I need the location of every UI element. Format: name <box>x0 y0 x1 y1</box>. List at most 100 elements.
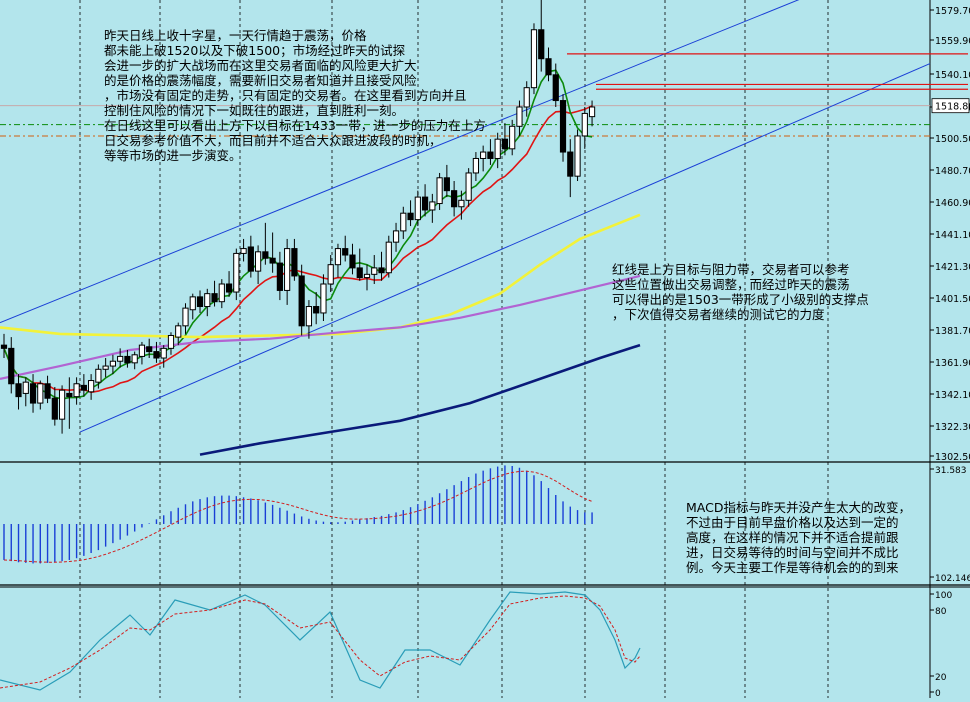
candle-up <box>240 248 247 254</box>
candle-up <box>73 383 80 398</box>
y-tick-label: 1540.10 <box>935 70 970 81</box>
candle-up <box>204 293 211 308</box>
y-tick-label: 1342.10 <box>935 390 970 401</box>
candle-down <box>501 138 509 150</box>
candle-up <box>175 325 182 338</box>
ma-purple-line <box>0 274 641 380</box>
candle-up <box>58 389 66 420</box>
candle-down <box>196 296 204 308</box>
candle-up <box>37 383 44 404</box>
candle-up <box>574 135 581 177</box>
candle-up <box>102 365 109 370</box>
candle-up <box>334 248 342 266</box>
candle-up <box>131 354 138 364</box>
candle-down <box>443 177 450 192</box>
candle-up <box>284 248 291 291</box>
candle-up <box>138 344 146 357</box>
candle-down <box>298 275 305 327</box>
candle-down <box>451 190 458 208</box>
candle-down <box>378 267 385 274</box>
candle-up <box>588 106 596 118</box>
candle-down <box>407 212 414 221</box>
annotation-right-middle: 红线是上方目标与阻力带，交易者可以参考 这些位置做出交易调整，而经过昨天的震荡 … <box>612 262 869 322</box>
candle-up <box>160 347 167 359</box>
candle-up <box>305 306 313 327</box>
ma-green-line <box>3 69 593 400</box>
candle-up <box>472 157 479 174</box>
y-tick-label: 1480.70 <box>935 166 970 177</box>
candle-up <box>167 334 175 349</box>
ma-navy-line <box>199 343 641 456</box>
candle-up <box>465 172 472 201</box>
candle-up <box>95 368 102 383</box>
candle-up <box>233 252 240 293</box>
candle-down <box>146 346 153 353</box>
candle-down <box>153 351 160 359</box>
candle-down <box>349 254 356 269</box>
candle-down <box>356 267 363 279</box>
candle-up <box>400 212 407 232</box>
y-tick-label: 1500.50 <box>935 134 970 145</box>
ma-red-line <box>3 105 593 394</box>
candle-down <box>421 196 429 211</box>
candle-down <box>80 384 87 391</box>
candle-up <box>392 230 400 243</box>
candle-down <box>8 347 15 385</box>
candle-up <box>109 360 117 367</box>
candle-down <box>538 29 545 60</box>
candle-down <box>552 74 559 102</box>
y-tick-label: 1421.30 <box>935 262 970 273</box>
candle-up <box>494 138 501 159</box>
candle-up <box>88 380 95 393</box>
candle-up <box>530 29 538 89</box>
y-tick-label: 1361.90 <box>935 358 970 369</box>
macd-signal-line <box>3 470 593 563</box>
kdj-tick-label: 100 <box>935 591 952 601</box>
candle-up <box>480 151 487 159</box>
annotation-top-left: 昨天日线上收十字星，一天行情趋于震荡，价格 都未能上破1520以及下破1500；… <box>104 28 486 163</box>
y-tick-label: 1401.50 <box>935 294 970 305</box>
candle-down <box>276 262 283 291</box>
candle-down <box>262 251 269 259</box>
candle-down <box>313 306 320 314</box>
candle-down <box>559 100 567 153</box>
candle-up <box>414 196 421 221</box>
candle-up <box>189 296 196 311</box>
y-tick-label: 1579.70 <box>935 6 970 17</box>
current-price-label: 1518.80 <box>935 102 970 113</box>
candle-up <box>320 283 327 314</box>
candle-up <box>385 241 392 274</box>
candle-down <box>29 383 37 404</box>
y-tick-label: 1322.30 <box>935 422 970 433</box>
candle-down <box>211 293 218 303</box>
channel-lower-line <box>79 63 931 433</box>
candle-down <box>487 151 494 159</box>
candle-up <box>509 125 516 150</box>
kdj-tick-label: 0 <box>935 689 941 698</box>
candle-down <box>51 397 58 420</box>
y-tick-label: 1381.70 <box>935 326 970 337</box>
candle-up <box>327 264 334 285</box>
candle-up <box>436 177 443 205</box>
candle-up <box>458 199 465 208</box>
current-price-box <box>931 98 970 114</box>
candle-up <box>429 201 436 211</box>
candle-up <box>523 87 530 108</box>
kdj-d-line <box>0 595 641 689</box>
candle-down <box>0 344 8 349</box>
macd-tick-label: 102.146 <box>935 574 970 584</box>
candle-down <box>269 257 276 264</box>
candle-up <box>22 381 29 394</box>
channel-upper-line <box>0 0 800 324</box>
y-tick-label: 1460.90 <box>935 198 970 209</box>
annotation-macd-note: MACD指标与昨天并没产生太大的改变， 不过由于目前早盘价格以及达到一定的 高度… <box>686 500 911 575</box>
kdj-tick-label: 80 <box>935 607 947 617</box>
candle-up <box>218 283 225 303</box>
candle-down <box>15 383 22 398</box>
candle-down <box>567 151 574 177</box>
candle-up <box>363 273 371 279</box>
candle-down <box>225 283 233 293</box>
candle-down <box>545 58 552 76</box>
y-tick-label: 1559.90 <box>935 36 970 47</box>
